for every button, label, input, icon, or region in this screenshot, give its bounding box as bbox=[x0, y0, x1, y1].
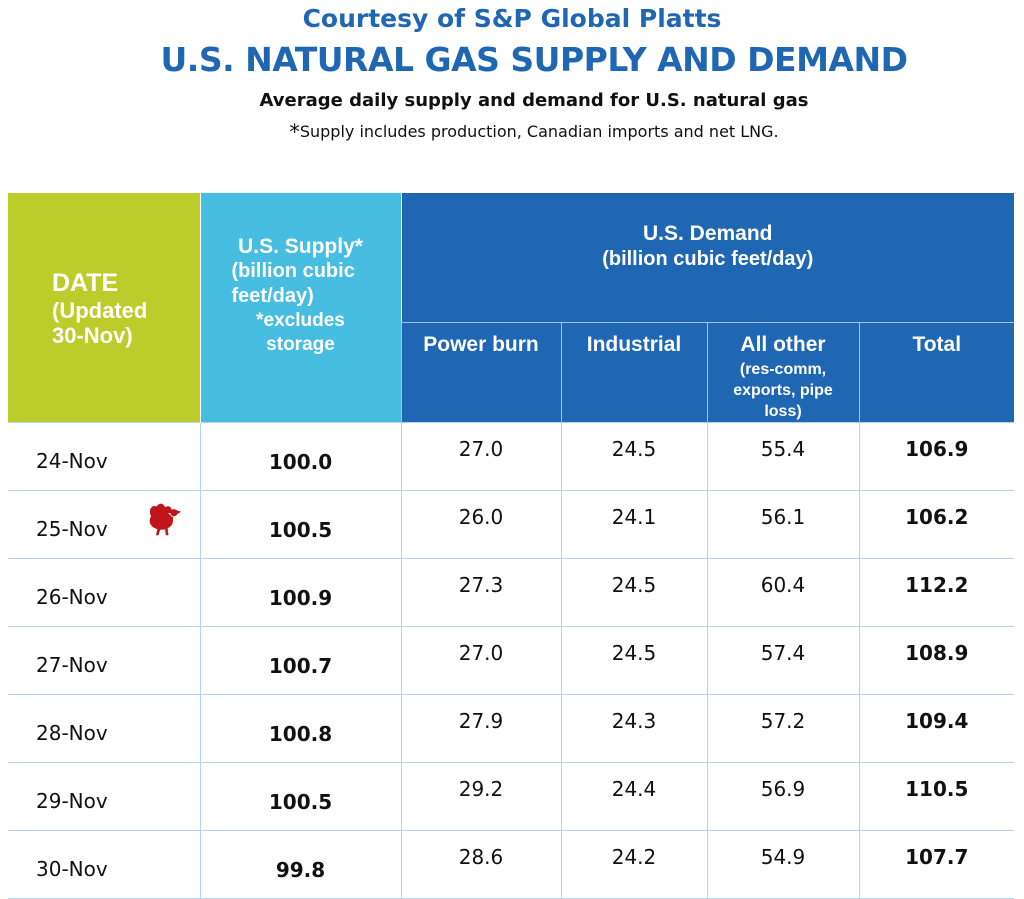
supply-cell: 100.8 bbox=[199, 694, 401, 763]
all-other-cell: 57.2 bbox=[706, 694, 859, 763]
table-row: 24-Nov 100.0 27.0 24.5 55.4 106.9 bbox=[8, 422, 1015, 491]
date-header-updated: (Updated bbox=[52, 297, 148, 323]
supply-cell: 100.5 bbox=[199, 762, 401, 831]
supply-header-excludes: *excludes bbox=[256, 310, 345, 331]
industrial-cell: 24.5 bbox=[560, 626, 707, 695]
supply-cell: 100.0 bbox=[199, 422, 401, 491]
table-row: 25-Nov 100.5 26.0 24.1 56.1 106. bbox=[8, 490, 1015, 559]
date-cell: 26-Nov bbox=[8, 558, 200, 627]
power-burn-cell: 27.3 bbox=[400, 558, 561, 627]
table-row: 27-Nov 100.7 27.0 24.5 57.4 108.9 bbox=[8, 626, 1015, 695]
note-asterisk: * bbox=[289, 120, 300, 144]
date-header-label: DATE bbox=[52, 268, 119, 297]
supply-cell: 100.5 bbox=[199, 490, 401, 559]
power-burn-cell: 27.0 bbox=[400, 626, 561, 695]
table-row: 26-Nov 100.9 27.3 24.5 60.4 112.2 bbox=[8, 558, 1015, 627]
date-cell-label: 25-Nov bbox=[36, 516, 108, 541]
demand-group-header: U.S. Demand (billion cubic feet/day) bbox=[400, 193, 1015, 323]
power-burn-cell: 26.0 bbox=[400, 490, 561, 559]
power-burn-column-header: Power burn bbox=[400, 322, 561, 423]
industrial-cell: 24.5 bbox=[560, 558, 707, 627]
total-cell: 106.2 bbox=[858, 490, 1015, 559]
power-burn-cell: 27.9 bbox=[400, 694, 561, 763]
all-other-column-header: All other (res-comm, exports, pipe loss) bbox=[706, 322, 859, 423]
total-cell: 108.9 bbox=[858, 626, 1015, 695]
page-title: U.S. NATURAL GAS SUPPLY AND DEMAND bbox=[160, 40, 908, 79]
date-cell-with-icon: 25-Nov bbox=[8, 490, 200, 559]
total-column-header: Total bbox=[858, 322, 1015, 423]
industrial-cell: 24.5 bbox=[560, 422, 707, 491]
table-row: 30-Nov 99.8 28.6 24.2 54.9 107.7 bbox=[8, 830, 1015, 899]
total-cell: 112.2 bbox=[858, 558, 1015, 627]
page-subtitle: Average daily supply and demand for U.S.… bbox=[259, 90, 809, 111]
supply-cell: 100.7 bbox=[199, 626, 401, 695]
supply-cell: 100.9 bbox=[199, 558, 401, 627]
power-burn-cell: 29.2 bbox=[400, 762, 561, 831]
industrial-cell: 24.2 bbox=[560, 830, 707, 899]
all-other-cell: 55.4 bbox=[706, 422, 859, 491]
all-other-cell: 54.9 bbox=[706, 830, 859, 899]
total-header-label: Total bbox=[912, 333, 962, 356]
industrial-cell: 24.3 bbox=[560, 694, 707, 763]
supply-cell: 99.8 bbox=[199, 830, 401, 899]
supply-column-header: U.S. Supply* (billion cubic feet/day) *e… bbox=[199, 193, 401, 423]
supply-header-storage: storage bbox=[266, 334, 335, 355]
industrial-cell: 24.4 bbox=[560, 762, 707, 831]
date-cell: 24-Nov bbox=[8, 422, 200, 491]
date-cell: 28-Nov bbox=[8, 694, 200, 763]
date-column-header: DATE (Updated 30-Nov) bbox=[8, 193, 200, 423]
date-header-updated-date: 30-Nov) bbox=[52, 322, 133, 348]
all-other-header-sub-3: loss) bbox=[764, 403, 802, 420]
supply-note: *Supply includes production, Canadian im… bbox=[0, 120, 1024, 144]
total-cell: 107.7 bbox=[858, 830, 1015, 899]
total-cell: 110.5 bbox=[858, 762, 1015, 831]
power-burn-cell: 28.6 bbox=[400, 830, 561, 899]
all-other-cell: 60.4 bbox=[706, 558, 859, 627]
demand-header-unit: (billion cubic feet/day) bbox=[602, 248, 814, 270]
all-other-cell: 56.1 bbox=[706, 490, 859, 559]
industrial-cell: 24.1 bbox=[560, 490, 707, 559]
note-text: Supply includes production, Canadian imp… bbox=[299, 122, 779, 141]
courtesy-line: Courtesy of S&P Global Platts bbox=[302, 4, 722, 33]
industrial-header-label: Industrial bbox=[586, 333, 682, 356]
date-cell: 30-Nov bbox=[8, 830, 200, 899]
industrial-column-header: Industrial bbox=[560, 322, 707, 423]
all-other-cell: 57.4 bbox=[706, 626, 859, 695]
supply-header-unit-2: feet/day) bbox=[231, 285, 314, 307]
supply-header-label: U.S. Supply* bbox=[238, 235, 363, 258]
all-other-header-sub-1: (res-comm, bbox=[739, 361, 827, 378]
power-burn-header-label: Power burn bbox=[423, 333, 539, 356]
power-burn-cell: 27.0 bbox=[400, 422, 561, 491]
demand-header-label: U.S. Demand bbox=[642, 222, 773, 245]
all-other-header-sub-2: exports, pipe bbox=[733, 382, 833, 399]
all-other-cell: 56.9 bbox=[706, 762, 859, 831]
turkey-icon bbox=[149, 503, 182, 536]
date-cell: 29-Nov bbox=[8, 762, 200, 831]
total-cell: 106.9 bbox=[858, 422, 1015, 491]
date-cell: 27-Nov bbox=[8, 626, 200, 695]
table-row: 28-Nov 100.8 27.9 24.3 57.2 109.4 bbox=[8, 694, 1015, 763]
supply-header-unit-1: (billion cubic bbox=[231, 260, 355, 282]
table-row: 29-Nov 100.5 29.2 24.4 56.9 110.5 bbox=[8, 762, 1015, 831]
total-cell: 109.4 bbox=[858, 694, 1015, 763]
all-other-header-label: All other bbox=[740, 333, 826, 356]
supply-demand-table: DATE (Updated 30-Nov) U.S. Supply* (bill… bbox=[8, 193, 1015, 899]
